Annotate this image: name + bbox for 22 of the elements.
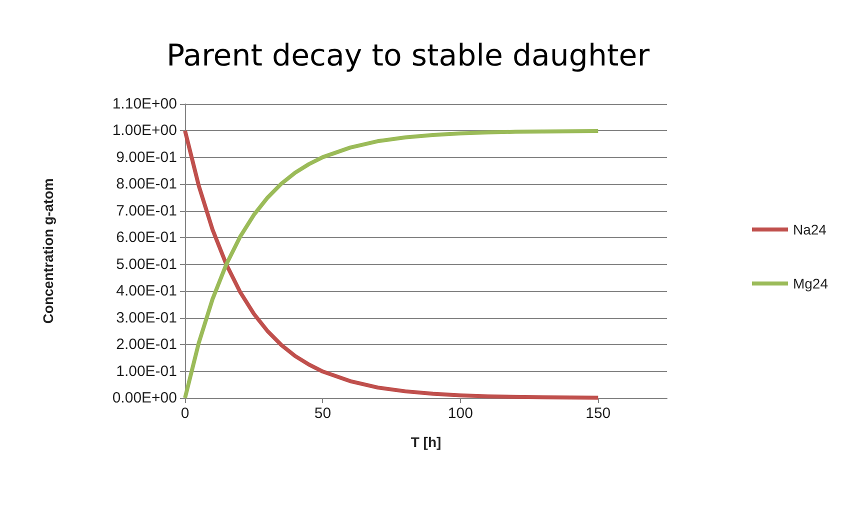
legend-label: Na24: [792, 222, 827, 238]
y-tick-label: 1.00E+00: [112, 122, 177, 140]
x-tick-label: 150: [586, 405, 611, 422]
y-axis-title: Concentration g-atom: [40, 178, 56, 324]
y-tick-label: 9.00E-01: [116, 148, 177, 166]
x-axis-title: T [h]: [410, 434, 442, 450]
x-tick-label: 50: [314, 405, 332, 422]
y-tick-label: 2.00E-01: [116, 336, 177, 354]
y-tick-label: 3.00E-01: [116, 309, 177, 326]
y-tick-label: 5.00E-01: [116, 256, 177, 273]
x-tick-label: 0: [180, 405, 190, 422]
legend-label: Mg24: [792, 276, 828, 292]
y-tick-label: 1.10E+00: [112, 96, 177, 112]
y-tick-label: 4.00E-01: [116, 282, 177, 300]
y-tick-label: 7.00E-01: [116, 202, 177, 220]
y-tick-label: 8.00E-01: [116, 176, 177, 193]
chart-title: Parent decay to stable daughter: [166, 38, 650, 74]
y-tick-label: 0.00E+00: [112, 390, 177, 406]
x-tick-label: 100: [448, 405, 473, 422]
line-series: [183, 128, 600, 400]
y-tick-label: 1.00E-01: [116, 362, 177, 380]
y-tick-label: 6.00E-01: [116, 229, 177, 246]
